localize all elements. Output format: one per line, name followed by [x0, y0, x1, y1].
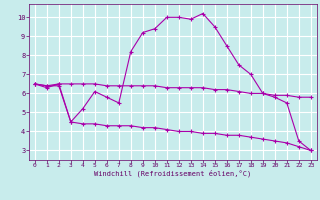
X-axis label: Windchill (Refroidissement éolien,°C): Windchill (Refroidissement éolien,°C) — [94, 170, 252, 177]
